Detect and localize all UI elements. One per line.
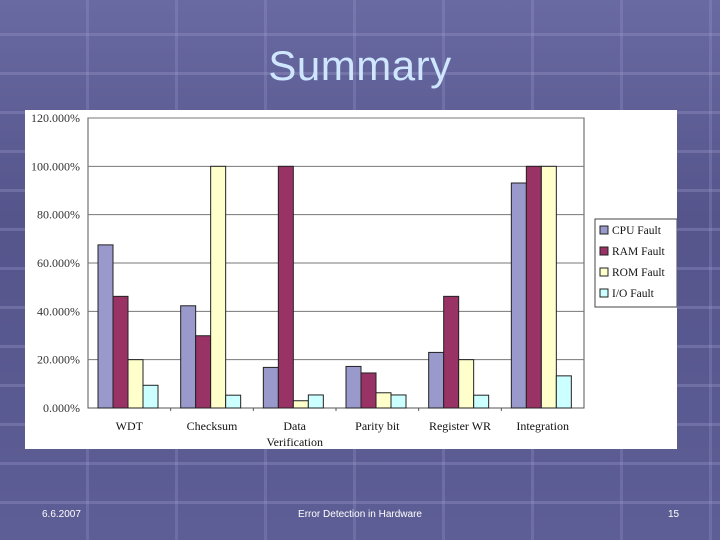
- bar-chart: 0.000% 20.000% 40.000% 60.000% 80.000% 100.00…: [25, 110, 677, 449]
- bar-rom-fault: [458, 359, 475, 409]
- y-tick-label: 120.000%: [31, 111, 80, 125]
- bar-ram-fault: [360, 372, 377, 409]
- legend-swatch: [599, 288, 609, 298]
- legend-label: ROM Fault: [612, 267, 666, 279]
- legend-label: CPU Fault: [612, 225, 662, 237]
- legend-label: RAM Fault: [612, 246, 666, 258]
- bar-rom-fault: [127, 359, 144, 409]
- y-tick-label: 80.000%: [37, 208, 80, 222]
- bar-cpu-fault: [180, 305, 197, 409]
- bar-rom-fault: [540, 165, 557, 409]
- footer-title: Error Detection in Hardware: [298, 509, 422, 520]
- legend-label: I/O Fault: [612, 288, 655, 300]
- bar-i-o-fault: [473, 394, 490, 409]
- bar-cpu-fault: [345, 365, 362, 409]
- bar-cpu-fault: [97, 244, 114, 409]
- x-category-label: Data: [283, 419, 306, 433]
- x-category-label: Checksum: [187, 419, 238, 433]
- x-category-label: Integration: [516, 419, 569, 433]
- bar-ram-fault: [443, 295, 460, 409]
- x-category-label: WDT: [116, 419, 144, 433]
- bar-i-o-fault: [225, 394, 242, 409]
- bar-i-o-fault: [390, 394, 407, 409]
- bar-i-o-fault: [307, 394, 324, 409]
- bar-rom-fault: [292, 400, 309, 409]
- bar-cpu-fault: [428, 351, 445, 409]
- bar-cpu-fault: [510, 182, 527, 409]
- bar-rom-fault: [210, 165, 227, 409]
- y-tick-label: 40.000%: [37, 304, 80, 318]
- bar-ram-fault: [525, 165, 542, 409]
- chart-canvas: 0.000% 20.000% 40.000% 60.000% 80.000% 100.00…: [31, 111, 677, 449]
- footer-date: 6.6.2007: [42, 509, 81, 520]
- legend-swatch: [599, 267, 609, 277]
- y-tick-label: 20.000%: [37, 353, 80, 367]
- y-tick-label: 60.000%: [37, 256, 80, 270]
- x-category-label: Register WR: [429, 419, 491, 433]
- bar-ram-fault: [195, 335, 212, 409]
- bar-cpu-fault: [262, 366, 279, 409]
- legend: [594, 218, 677, 308]
- y-tick-label: 0.000%: [43, 401, 80, 415]
- x-category-label: Parity bit: [355, 419, 400, 433]
- y-tick-label: 100.000%: [31, 159, 80, 173]
- legend-swatch: [599, 246, 609, 256]
- bar-ram-fault: [112, 295, 129, 409]
- bar-rom-fault: [375, 392, 392, 409]
- page-number: 15: [668, 509, 680, 520]
- slide-title: Summary: [268, 42, 452, 89]
- legend-swatch: [599, 225, 609, 235]
- bar-ram-fault: [277, 165, 294, 409]
- x-category-label: Verification: [266, 435, 323, 449]
- bar-i-o-fault: [555, 375, 572, 409]
- bar-i-o-fault: [142, 384, 159, 409]
